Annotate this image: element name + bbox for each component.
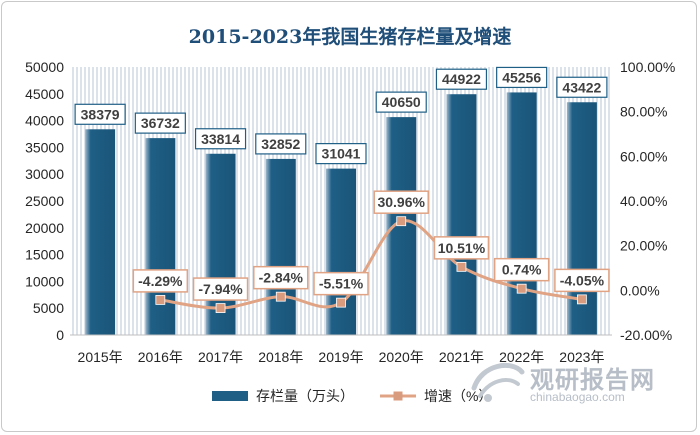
x-axis-tick-label: 2021年 [439, 349, 484, 365]
bar-label-box [435, 68, 488, 90]
growth-marker [155, 295, 166, 305]
y2-axis-tick-label: 80.00% [620, 104, 667, 120]
x-axis-tick-label: 2023年 [559, 349, 604, 365]
legend-line-label: 增速（%） [424, 388, 492, 404]
bar-label-box [315, 143, 367, 165]
watermark-brand: 观研报告网 [530, 366, 655, 394]
x-axis-tick-label: 2019年 [318, 349, 363, 365]
y2-axis-tick-label: 20.00% [620, 238, 667, 254]
bar-value-label: 44922 [442, 71, 481, 87]
growth-marker [456, 261, 467, 272]
x-axis-tick-label: 2020年 [379, 349, 424, 365]
growth-marker [396, 216, 407, 227]
bar-value-label: 31041 [322, 146, 361, 162]
y-axis-tick-label: 25000 [25, 193, 64, 209]
bar [145, 138, 176, 335]
y2-axis-tick-label: 100.00% [620, 59, 675, 75]
bar-value-label: 38379 [81, 106, 120, 122]
bar-label-box [496, 66, 548, 89]
growth-line [160, 219, 583, 310]
y-axis-tick-label: 15000 [25, 247, 64, 263]
legend-bar-swatch [212, 391, 248, 401]
x-axis-tick-label: 2018年 [258, 349, 303, 365]
growth-value-label: -5.51% [319, 276, 364, 292]
line-label-box [554, 268, 610, 293]
y2-axis-tick-label: 60.00% [620, 148, 667, 164]
line-label-box [132, 269, 189, 293]
growth-value-label: -7.94% [198, 281, 243, 297]
growth-marker [576, 294, 587, 305]
bar [326, 168, 356, 335]
growth-value-label: 10.51% [438, 240, 486, 256]
bar-value-label: 43422 [562, 79, 601, 95]
growth-value-label: -4.05% [560, 272, 605, 288]
chart-title: 2015-2023年我国生猪存栏量及增速 [188, 26, 512, 48]
line-label-box [433, 236, 490, 260]
y-axis-tick-label: 20000 [25, 220, 64, 236]
bar-label-box [134, 112, 186, 134]
y-axis-tick-label: 0 [56, 327, 64, 343]
watermark-site: chinabaogao.com [530, 390, 625, 404]
growth-marker [215, 303, 226, 313]
line-label-box [253, 265, 309, 290]
data-labels: 38379 36732 33814 32852 31041 40650 44922 45256… [74, 66, 610, 301]
axes: 0 5000 10000 15000 20000 25000 30000 35000 40000… [25, 59, 675, 365]
bar [446, 94, 477, 335]
bar-value-label: 45256 [502, 69, 541, 85]
growth-value-label: 30.96% [377, 194, 425, 210]
y2-axis-tick-label: 40.00% [620, 193, 667, 209]
growth-value-label: 0.74% [502, 262, 542, 278]
bar-label-box [194, 128, 247, 150]
legend: 存栏量（万头） 增速（%） [212, 388, 492, 404]
growth-marker [516, 283, 527, 294]
y-axis-tick-label: 35000 [25, 139, 64, 155]
y-axis-tick-label: 10000 [25, 273, 64, 289]
legend-bar-label: 存栏量（万头） [256, 388, 354, 404]
growth-value-label: -4.29% [138, 273, 183, 289]
watermark-logo-icon [471, 362, 525, 402]
watermark: 观研报告网 chinabaogao.com [468, 358, 688, 408]
y-axis-tick-label: 40000 [25, 113, 64, 129]
y2-axis-tick-label: 0.00% [620, 282, 660, 298]
line-label-box [373, 190, 429, 214]
bar-value-label: 32852 [261, 136, 300, 152]
growth-marker [336, 297, 346, 308]
bar-value-label: 40650 [382, 94, 421, 110]
y-axis-tick-label: 50000 [25, 59, 64, 75]
growth-marker [275, 291, 286, 302]
x-axis-tick-label: 2015年 [78, 349, 123, 365]
y-axis-tick-label: 5000 [33, 300, 64, 316]
x-axis-tick-label: 2016年 [138, 349, 183, 365]
bar [506, 92, 537, 335]
bar-label-box [556, 76, 608, 98]
line-series [155, 216, 587, 313]
bar [85, 129, 116, 335]
line-label-box [313, 271, 369, 296]
y-axis-tick-label: 30000 [25, 166, 64, 182]
legend-line-marker [393, 391, 403, 401]
x-axis-tick-label: 2022年 [499, 349, 544, 365]
line-label-box [493, 257, 550, 282]
bar-value-label: 36732 [141, 115, 180, 131]
bar-label-box [255, 133, 307, 155]
bar-label-box [74, 103, 126, 125]
x-axis-tick-label: 2017年 [198, 349, 243, 365]
bar-label-box [375, 91, 427, 113]
line-label-box [192, 277, 249, 301]
bar-value-label: 33814 [201, 131, 240, 147]
y-axis-tick-label: 45000 [25, 86, 64, 102]
bar [265, 158, 296, 335]
y2-axis-tick-label: -20.00% [620, 327, 672, 343]
growth-value-label: -2.84% [259, 270, 304, 286]
